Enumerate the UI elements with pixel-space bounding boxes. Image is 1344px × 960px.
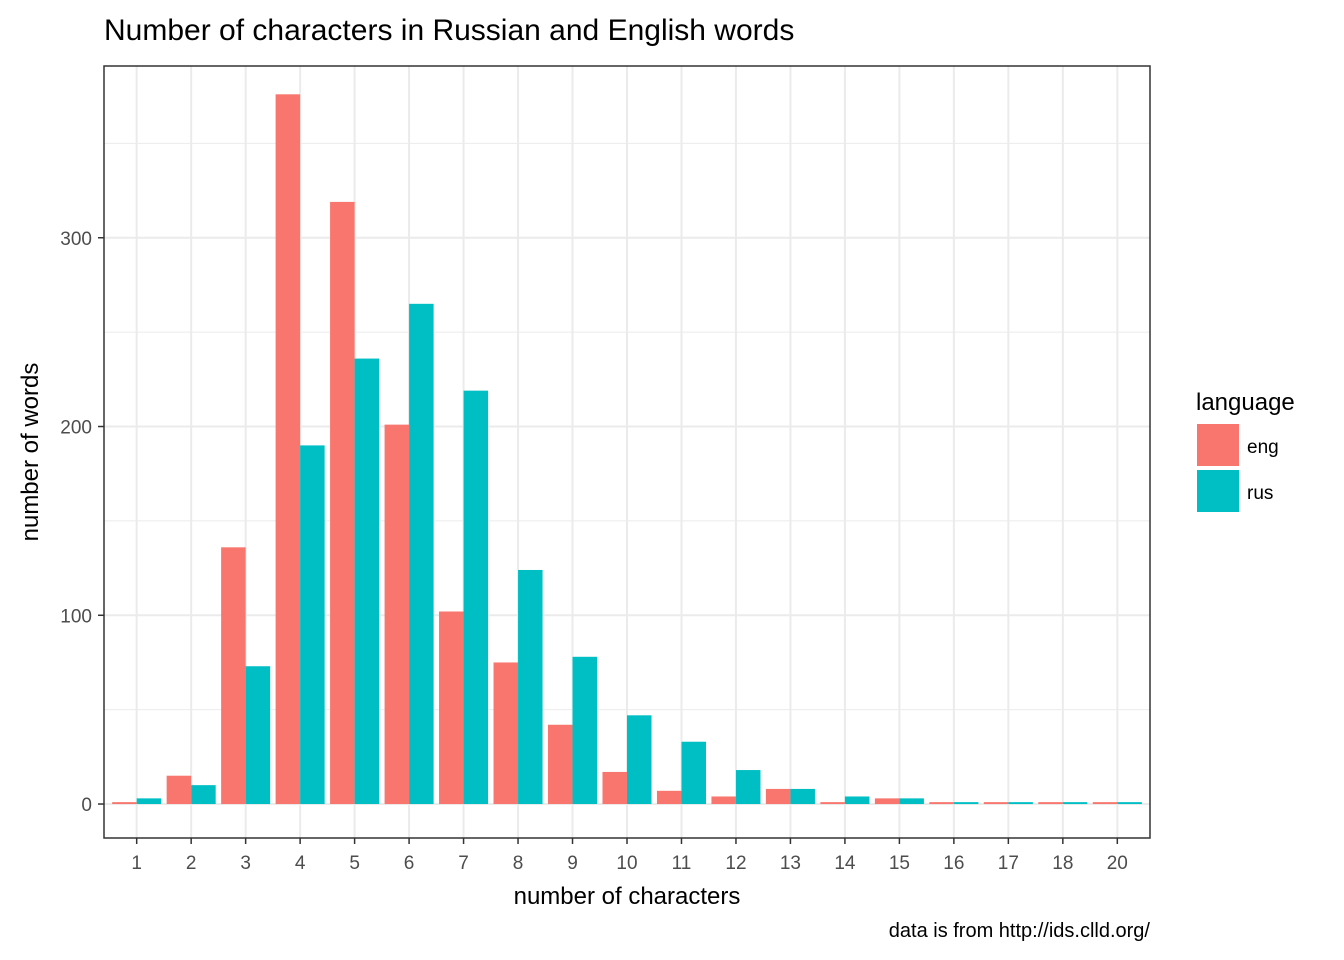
bar-eng-17 bbox=[983, 802, 1009, 805]
bars bbox=[112, 94, 1142, 805]
bar-rus-15 bbox=[899, 798, 924, 805]
x-tick-label: 13 bbox=[780, 853, 801, 874]
x-tick-label: 15 bbox=[889, 853, 910, 874]
chart-title: Number of characters in Russian and Engl… bbox=[104, 14, 794, 47]
y-axis: 0 100 200 300 bbox=[60, 229, 104, 816]
x-tick-label: 5 bbox=[349, 853, 360, 874]
bar-eng-14 bbox=[820, 802, 845, 805]
legend: language eng rus bbox=[1196, 389, 1295, 512]
x-tick-label: 11 bbox=[672, 853, 692, 874]
x-tick-label: 6 bbox=[404, 853, 415, 874]
x-tick-label: 10 bbox=[616, 853, 637, 874]
bar-eng-1 bbox=[112, 802, 137, 805]
x-tick-label: 14 bbox=[834, 853, 856, 874]
x-tick-label: 7 bbox=[458, 853, 469, 874]
legend-swatch-rus bbox=[1197, 470, 1239, 512]
bar-rus-7 bbox=[463, 390, 489, 805]
x-tick-label: 1 bbox=[131, 853, 142, 874]
bar-eng-3 bbox=[221, 547, 246, 805]
x-axis: 1 2 3 4 5 6 7 8 9 10 11 12 13 14 15 16 17 18 20 bbox=[131, 838, 1128, 874]
bar-eng-7 bbox=[439, 611, 464, 805]
bar-rus-1 bbox=[136, 798, 162, 805]
legend-label-eng: eng bbox=[1247, 437, 1279, 458]
bar-eng-11 bbox=[656, 790, 682, 805]
bar-rus-8 bbox=[518, 569, 543, 805]
x-tick-label: 2 bbox=[186, 853, 197, 874]
bar-rus-9 bbox=[572, 656, 598, 805]
bar-rus-5 bbox=[354, 358, 380, 805]
legend-label-rus: rus bbox=[1247, 483, 1273, 504]
bar-rus-10 bbox=[627, 715, 652, 805]
x-tick-label: 9 bbox=[567, 853, 578, 874]
bar-eng-18 bbox=[1038, 802, 1063, 805]
y-axis-title: number of words bbox=[17, 363, 44, 542]
bar-eng-2 bbox=[166, 775, 192, 805]
bar-eng-16 bbox=[929, 802, 954, 805]
bar-rus-14 bbox=[844, 796, 870, 805]
bar-eng-13 bbox=[765, 788, 791, 805]
bar-eng-4 bbox=[275, 94, 301, 805]
x-tick-label: 12 bbox=[725, 853, 746, 874]
bar-eng-9 bbox=[548, 724, 573, 805]
caption: data is from http://ids.clld.org/ bbox=[889, 920, 1151, 942]
x-tick-label: 4 bbox=[295, 853, 306, 874]
bar-eng-20 bbox=[1092, 802, 1118, 805]
bar-rus-18 bbox=[1062, 802, 1088, 805]
y-tick-label: 100 bbox=[60, 606, 92, 627]
plot-panel bbox=[103, 65, 1151, 839]
y-tick-label: 200 bbox=[60, 418, 92, 439]
bar-eng-8 bbox=[493, 662, 519, 805]
bar-rus-13 bbox=[790, 788, 815, 805]
x-tick-label: 16 bbox=[943, 853, 964, 874]
bar-eng-10 bbox=[602, 771, 627, 805]
y-tick-label: 0 bbox=[81, 795, 92, 816]
legend-swatch-eng bbox=[1197, 424, 1239, 466]
bar-rus-12 bbox=[735, 770, 761, 805]
legend-title: language bbox=[1196, 389, 1295, 416]
bar-rus-11 bbox=[681, 741, 706, 805]
bar-rus-16 bbox=[953, 802, 979, 805]
x-tick-label: 8 bbox=[513, 853, 524, 874]
x-tick-label: 17 bbox=[998, 853, 1019, 874]
bar-rus-6 bbox=[409, 303, 434, 805]
bar-eng-6 bbox=[384, 424, 410, 805]
x-axis-title: number of characters bbox=[514, 883, 741, 910]
x-tick-label: 18 bbox=[1052, 853, 1073, 874]
x-tick-label: 3 bbox=[240, 853, 251, 874]
y-tick-label: 300 bbox=[60, 229, 92, 250]
bar-rus-17 bbox=[1008, 802, 1033, 805]
bar-rus-4 bbox=[300, 445, 325, 805]
bar-rus-20 bbox=[1117, 802, 1142, 805]
bar-eng-5 bbox=[330, 201, 355, 805]
bar-eng-15 bbox=[874, 798, 900, 805]
x-tick-label: 20 bbox=[1107, 853, 1128, 874]
bar-eng-12 bbox=[711, 796, 736, 805]
bar-rus-3 bbox=[245, 666, 271, 805]
bar-rus-2 bbox=[191, 785, 216, 805]
